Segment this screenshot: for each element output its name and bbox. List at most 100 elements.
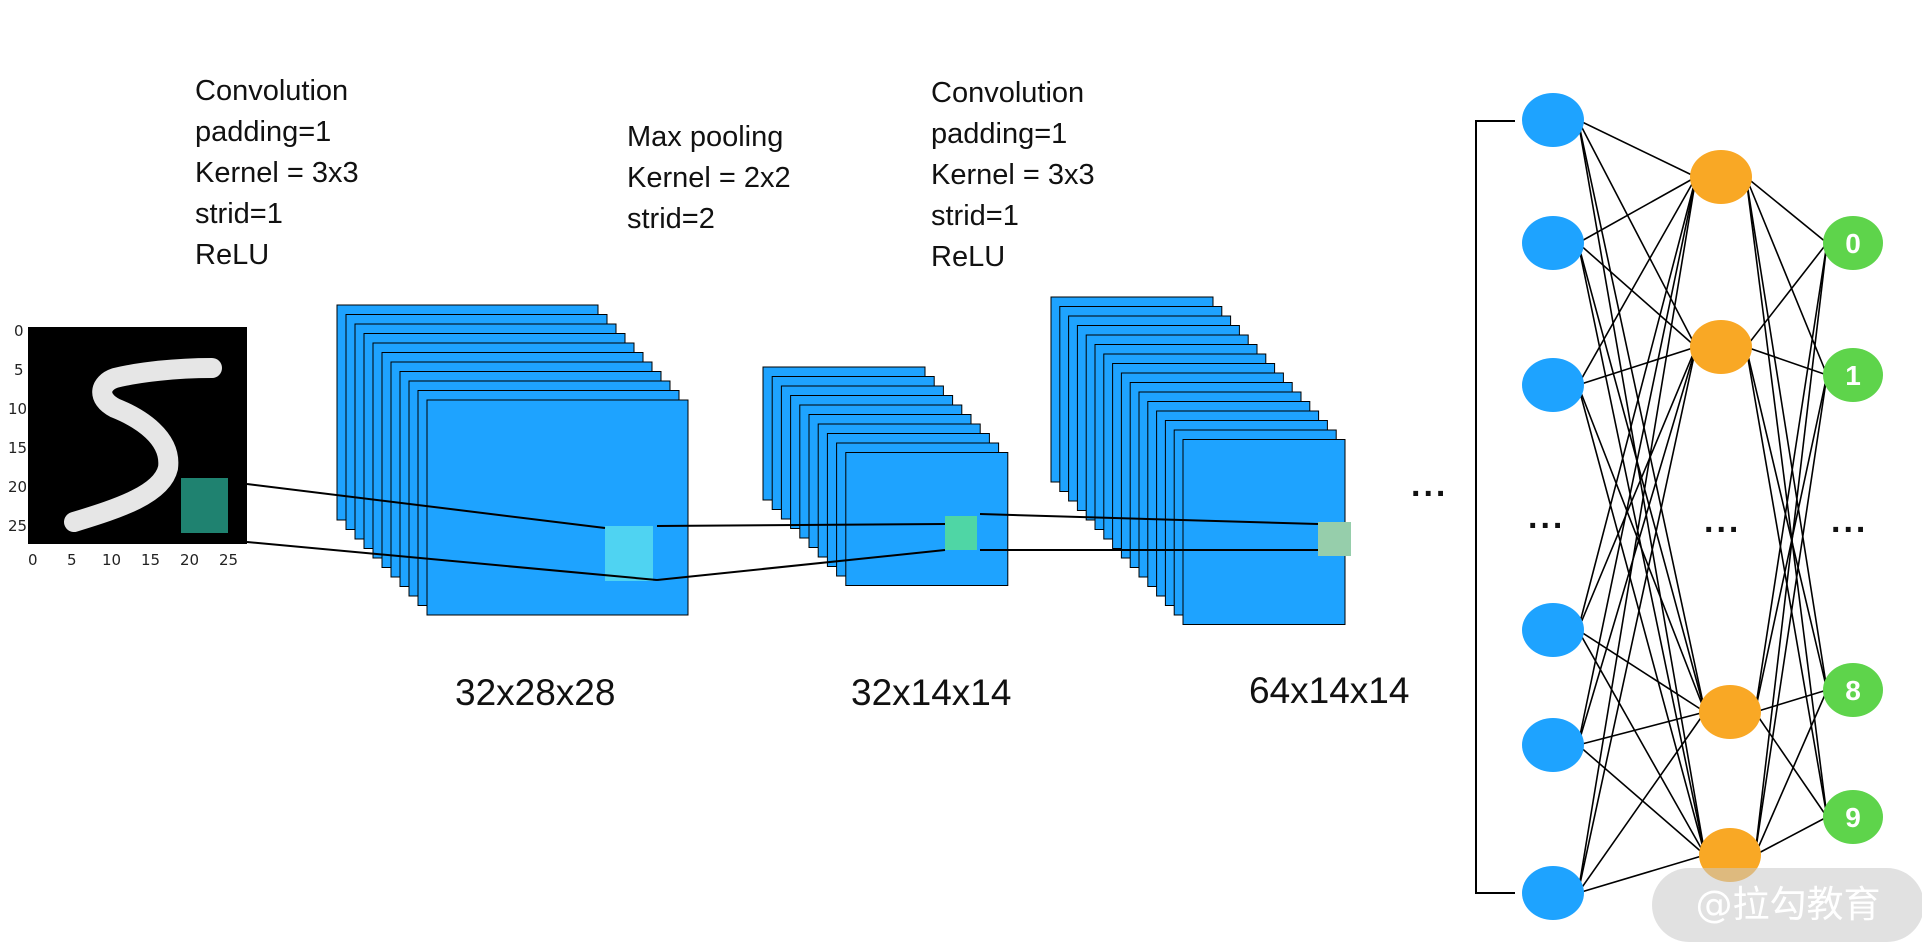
connection [1577,711,1706,746]
output-label: 1 [1845,360,1861,391]
connection [1577,854,1706,894]
connection [1754,689,1828,856]
connection [1577,384,1706,856]
connection [1754,816,1828,856]
input-node [1522,216,1584,270]
connection [1745,176,1828,376]
input-node [1522,358,1584,412]
connection [1577,711,1706,894]
connection [1754,242,1828,713]
y-tick: 10 [8,400,28,418]
input-node [1522,866,1584,920]
x-tick: 0 [28,551,38,569]
label-line: Convolution [195,75,349,107]
label-line: ReLU [195,239,270,271]
projection-line [246,541,658,581]
conv1-feature-maps [336,304,689,616]
output-label: 8 [1845,675,1861,706]
y-tick: 20 [8,478,28,496]
connection [1577,629,1706,856]
connection [1577,242,1697,348]
hidden-node [1690,320,1752,374]
label-line: strid=1 [195,198,283,230]
x-tick: 15 [141,551,161,569]
hidden-node [1699,685,1761,739]
connection [1745,346,1828,376]
conv1-dimension: 32x28x28 [455,672,616,713]
connection [1754,689,1828,713]
hidden-node [1690,150,1752,204]
receptive-field-input [181,478,228,533]
digit-five-stroke [64,358,222,532]
connection [1745,346,1828,691]
connection [1754,242,1828,856]
connection [1745,176,1828,244]
connection [1577,176,1697,386]
output-label: 0 [1845,228,1861,259]
y-tick: 15 [8,439,28,457]
ellipsis-hidden-layer: ... [1704,502,1742,540]
receptive-field-conv1 [605,526,653,581]
output-node [1823,663,1883,717]
x-tick: 25 [219,551,239,569]
connection [1577,176,1697,894]
connection [1577,119,1697,348]
connection [1577,119,1706,856]
ellipsis-output-layer: ... [1831,502,1869,540]
output-node [1823,348,1883,402]
label-line: Kernel = 3x3 [931,159,1095,191]
connection [1577,346,1697,631]
y-tick: 25 [8,517,28,535]
label-line: Kernel = 2x2 [627,162,791,194]
x-tick: 5 [67,551,77,569]
input-image [28,327,247,544]
connection [1577,176,1697,631]
x-tick: 10 [102,551,122,569]
conv1-label: Convolution padding=1 Kernel = 3x3 strid=1 R… [195,71,359,276]
label-line: Max pooling [627,121,784,153]
connection [1754,374,1828,856]
label-line: Kernel = 3x3 [195,157,359,189]
receptive-field-pool [945,516,977,550]
conv2-label: Convolution padding=1 Kernel = 3x3 strid=1 R… [931,73,1095,278]
projection-line [656,523,946,527]
connection [1754,711,1828,818]
input-node [1522,603,1584,657]
connection [1577,384,1706,713]
dense-nodes: 0 1 8 9 [1522,93,1883,920]
label-line: strid=2 [627,203,715,235]
connection [1745,176,1828,691]
receptive-field-conv2 [1318,522,1351,556]
output-node [1823,790,1883,844]
flatten-bracket [1475,120,1515,894]
y-tick: 0 [14,322,24,340]
pool-dimension: 32x14x14 [851,672,1012,713]
output-label: 9 [1845,802,1861,833]
feature-map [845,452,1009,586]
connection [1577,119,1706,713]
pool-label: Max pooling Kernel = 2x2 strid=2 [627,117,791,240]
projection-lines [246,483,1319,581]
connection [1577,346,1697,894]
connection [1577,119,1697,178]
feature-map [426,399,689,616]
conv2-dimension: 64x14x14 [1249,670,1410,711]
connection [1577,346,1697,386]
connection [1745,176,1828,818]
label-line: strid=1 [931,200,1019,232]
projection-line [979,513,1319,525]
watermark: @拉勾教育 [1652,868,1922,942]
connection [1577,176,1697,244]
input-node [1522,93,1584,147]
input-node [1522,718,1584,772]
projection-line [246,483,606,529]
output-node [1823,216,1883,270]
x-tick: 20 [180,551,200,569]
projection-line [656,549,946,581]
ellipsis-input-layer: ... [1528,498,1566,536]
label-line: ReLU [931,241,1006,273]
label-line: padding=1 [195,116,332,148]
connection [1577,176,1697,746]
pool-feature-maps [762,366,1009,586]
